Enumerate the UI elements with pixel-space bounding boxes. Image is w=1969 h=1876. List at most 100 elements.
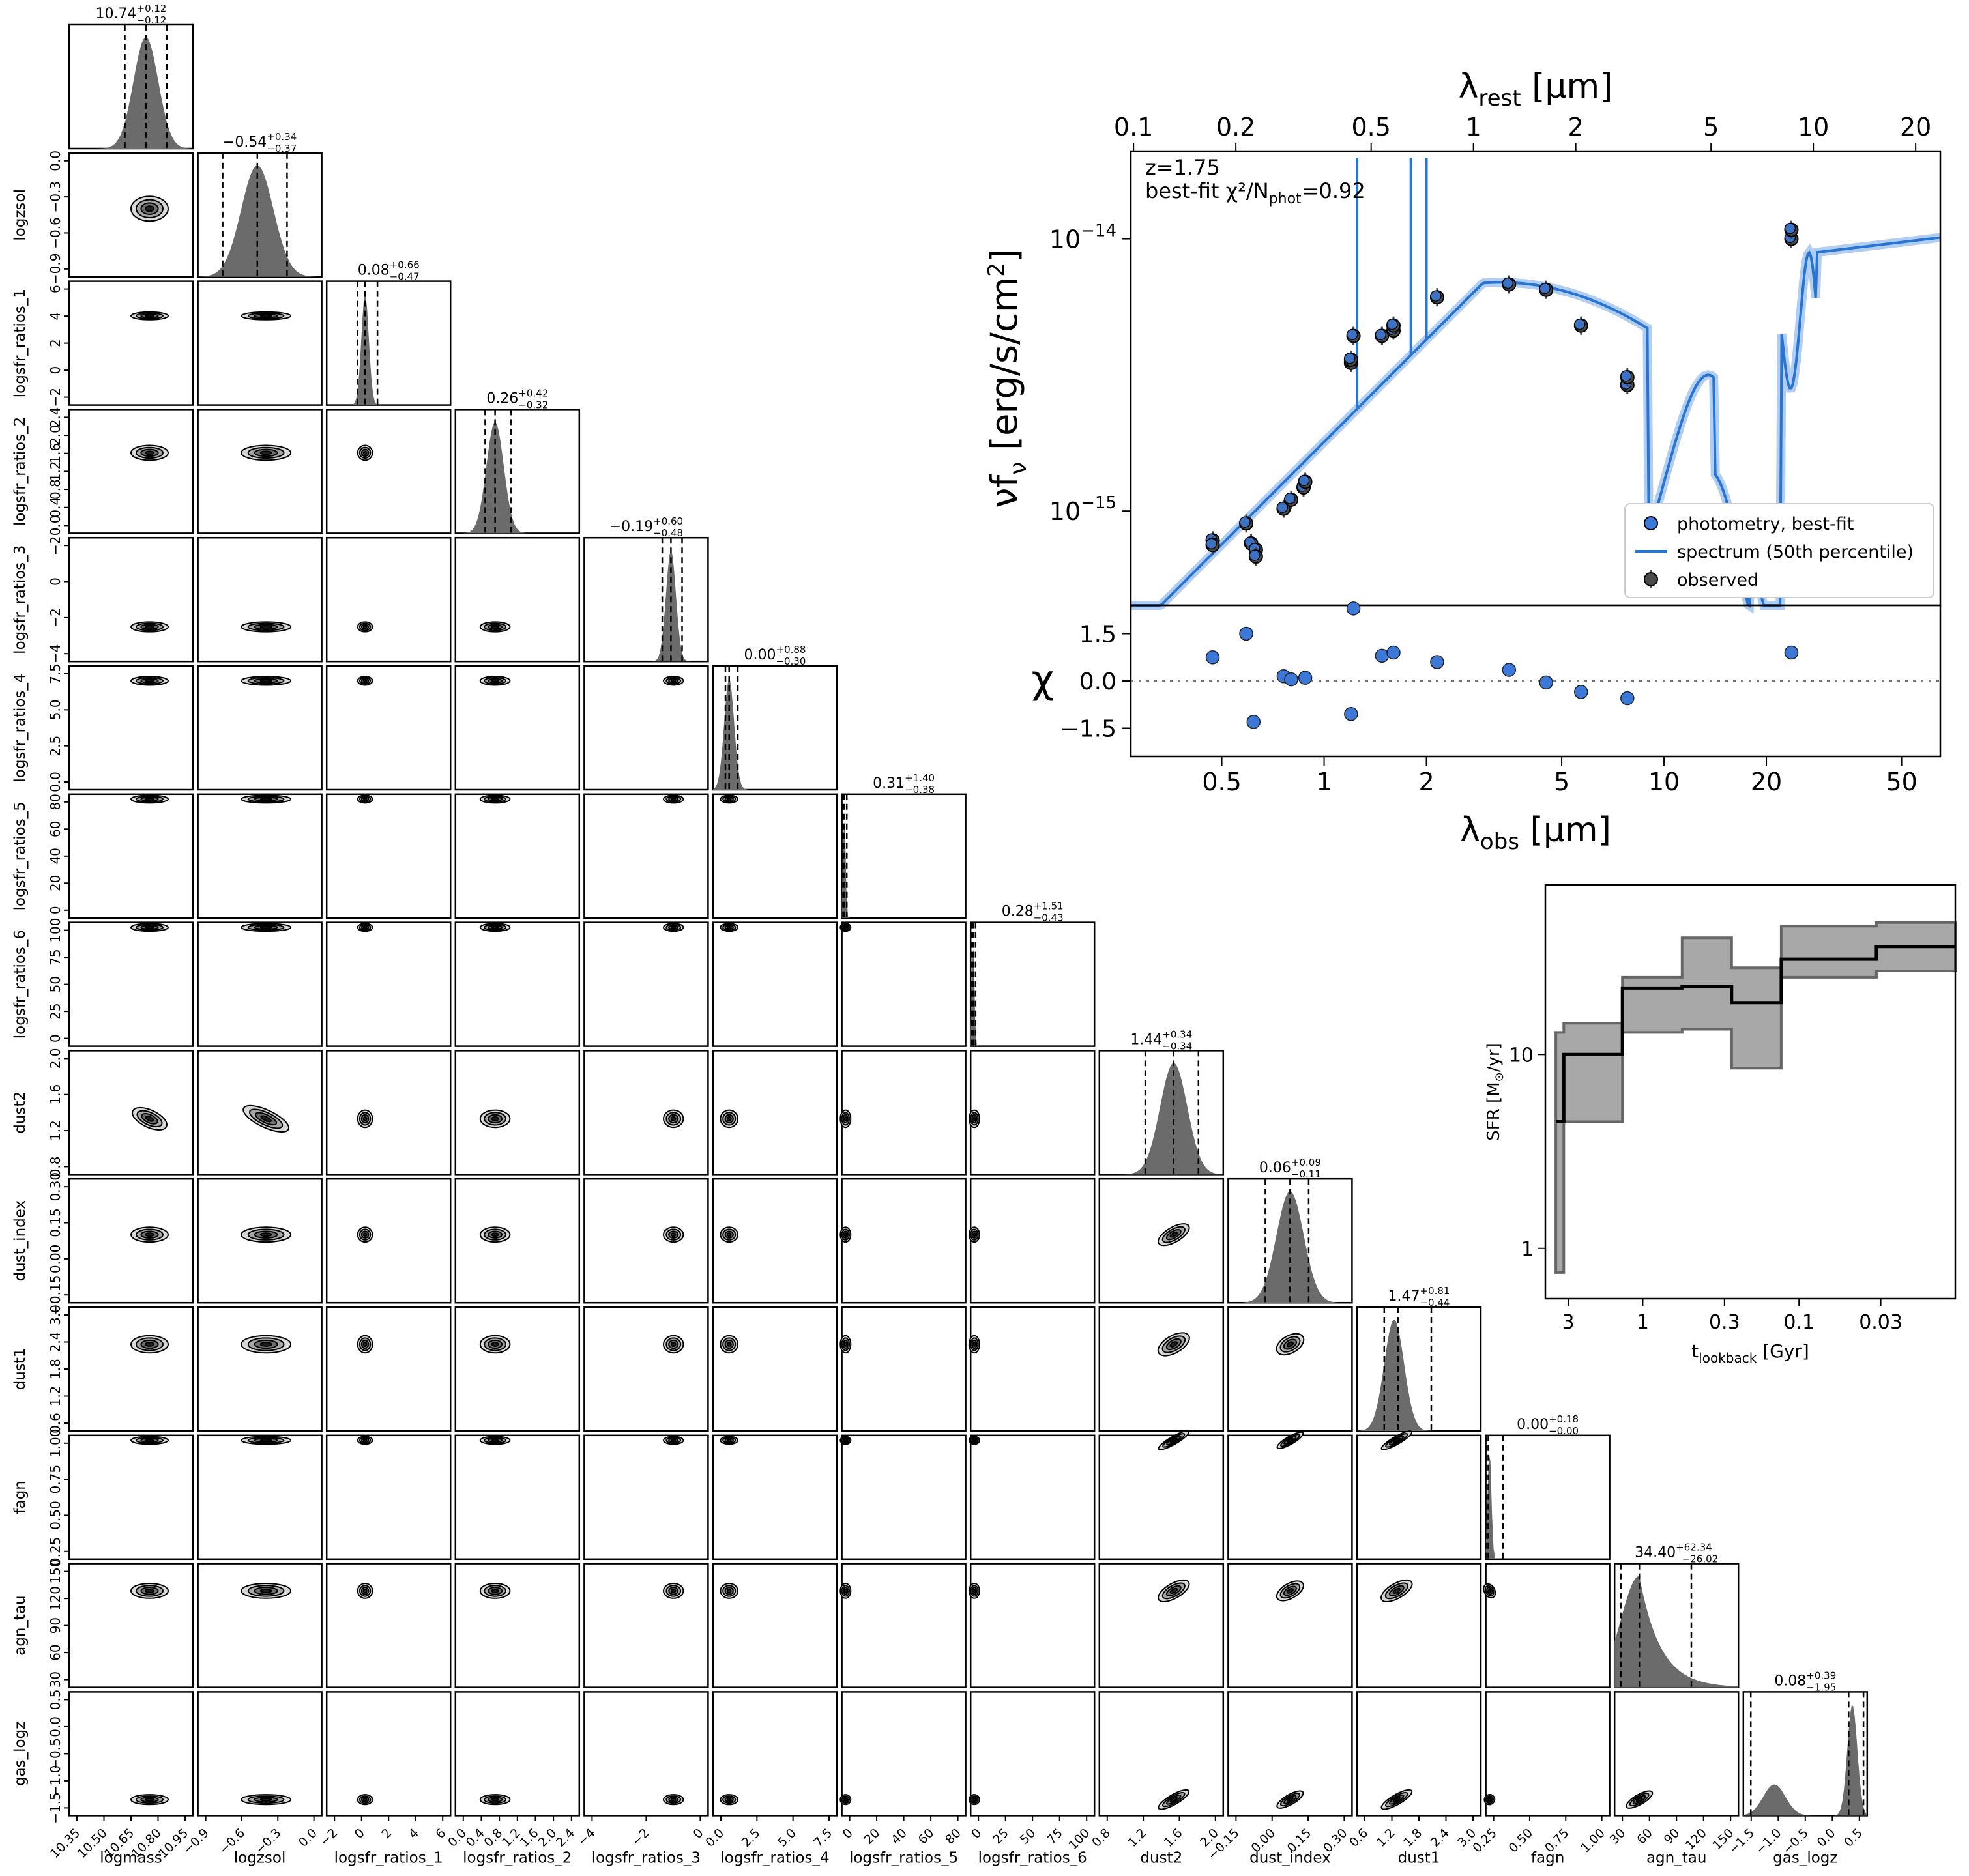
sfh-y-axis-label: SFR [M⊙/yr] — [1484, 1043, 1506, 1140]
y-tick-label: 7.5 — [48, 663, 63, 684]
corner-axes-frame — [325, 793, 452, 919]
sed-y-unit-end: ] — [984, 248, 1026, 263]
corner-axes-frame — [325, 409, 452, 534]
contour-level-3 — [670, 679, 677, 683]
posterior-title: 1.44+0.34 −0.34 — [1130, 1028, 1192, 1052]
corner-axes-frame — [68, 536, 194, 663]
corner-cell-7-2 — [325, 921, 452, 1047]
y-tick-label: 2.0 — [48, 1048, 63, 1069]
residual-point — [1502, 663, 1517, 677]
contour-level-3 — [670, 1116, 677, 1121]
y-tick-label: 0 — [48, 906, 63, 914]
corner-cell-6-6: 0.31+1.40 −0.38 — [841, 772, 967, 919]
contour-level-3 — [259, 1439, 272, 1442]
y-tick-label: 120 — [48, 1586, 63, 1611]
corner-axes-frame — [325, 1177, 452, 1304]
corner-axes-frame — [583, 1306, 709, 1432]
posterior-minus: −0.44 — [1420, 1297, 1450, 1308]
corner-axes-frame — [454, 1563, 581, 1688]
contour-level-3 — [491, 625, 499, 629]
x-axis-label: logsfr_ratios_3 — [592, 1849, 701, 1866]
corner-axes-frame — [841, 1563, 967, 1688]
corner-axes-frame — [197, 665, 323, 791]
contour-level-3 — [145, 1232, 154, 1237]
resid-x-sub: obs — [1480, 829, 1519, 855]
resid-x-axis-label: λobs [μm] — [1460, 811, 1611, 855]
corner-axes-frame — [454, 1691, 581, 1817]
x-tick-label: 0.0 — [296, 1826, 320, 1850]
y-tick-label: 1.6 — [48, 443, 63, 464]
sfr-median-line — [1556, 945, 1955, 1123]
corner-cell-10-7 — [968, 1306, 1096, 1432]
posterior-histogram — [1614, 1576, 1739, 1688]
corner-cell-11-2 — [325, 1434, 452, 1561]
contour-level-3 — [726, 1116, 732, 1121]
corner-cell-2-0: 6 4 2 0 −2 logsfr_ratios_1 — [12, 280, 194, 407]
corner-axes-frame — [325, 1434, 452, 1561]
corner-axes-frame — [325, 1050, 452, 1176]
contour-level-3 — [259, 798, 272, 801]
corner-axes-frame — [1098, 1434, 1225, 1561]
x-axis-label: logsfr_ratios_6 — [978, 1849, 1087, 1866]
corner-cell-3-2 — [325, 409, 452, 534]
posterior-plus: +0.81 — [1420, 1285, 1450, 1297]
posterior-title: 0.08+0.66 −0.47 — [358, 259, 420, 283]
contour-level-3 — [145, 1439, 154, 1442]
corner-cell-8-7 — [968, 1050, 1096, 1176]
corner-axes-frame — [197, 280, 323, 406]
x-tick-label: 4 — [406, 1826, 422, 1841]
x-tick-label: 60 — [1634, 1826, 1655, 1847]
contour-level-3 — [362, 1588, 368, 1593]
contour-level-3 — [362, 1116, 368, 1121]
corner-axes-frame — [712, 1434, 838, 1561]
contour-level-3 — [491, 1232, 499, 1237]
corner-axes-frame — [583, 1177, 709, 1304]
resid-y-tick-label: 1.5 — [1079, 622, 1116, 648]
posterior-minus: −0.43 — [1034, 912, 1064, 924]
corner-axes-frame — [712, 1177, 838, 1304]
residual-point — [1573, 685, 1588, 699]
top-tick-label: 2 — [1568, 113, 1584, 141]
corner-axes-frame — [197, 1177, 323, 1304]
corner-axes-frame — [197, 409, 323, 534]
posterior-histogram — [455, 422, 579, 534]
x-tick-label: 5.0 — [775, 1826, 799, 1850]
legend-marker-photometry — [1644, 516, 1658, 530]
photometry-point — [1249, 549, 1261, 561]
corner-axes-frame — [325, 1691, 452, 1817]
posterior-plus: +0.60 — [653, 515, 683, 527]
residual-point — [1430, 655, 1444, 669]
posterior-histogram — [1485, 1454, 1610, 1559]
sfh-y-sub: ⊙ — [1493, 1072, 1506, 1082]
corner-cell-5-1 — [197, 665, 323, 791]
corner-axes-frame — [841, 1050, 967, 1176]
y-axis-label: dust1 — [12, 1348, 29, 1391]
x-axis-label: logsfr_ratios_1 — [334, 1849, 443, 1866]
corner-cell-11-8 — [1098, 1430, 1225, 1561]
photometry-point — [1344, 353, 1356, 364]
y-tick-label: 0.15 — [48, 1208, 63, 1237]
contour-level-3 — [259, 679, 272, 683]
corner-cell-2-1 — [197, 280, 323, 406]
corner-axes-frame — [454, 1050, 581, 1176]
corner-cell-11-4 — [583, 1434, 709, 1561]
contour-level-3 — [1392, 1797, 1401, 1802]
y-axis-label: logsfr_ratios_5 — [12, 801, 29, 910]
contour-level-3 — [145, 205, 154, 212]
sfh-x-unit: [Gyr] — [1757, 1340, 1809, 1362]
y-tick-label: −0.6 — [48, 217, 63, 249]
contour-level-3 — [726, 1232, 732, 1237]
corner-cell-6-5 — [712, 793, 838, 919]
contour-level-3 — [726, 925, 732, 929]
y-tick-label: −1.0 — [48, 1765, 63, 1797]
corner-axes-frame — [454, 1434, 581, 1561]
posterior-title: −0.54+0.34 −0.37 — [223, 131, 297, 154]
y-tick-label: 2.4 — [48, 407, 63, 427]
resid-y-axis-label: χ — [1032, 657, 1055, 702]
corner-axes-frame — [1227, 1563, 1353, 1688]
y-axis-label: agn_tau — [12, 1595, 29, 1655]
